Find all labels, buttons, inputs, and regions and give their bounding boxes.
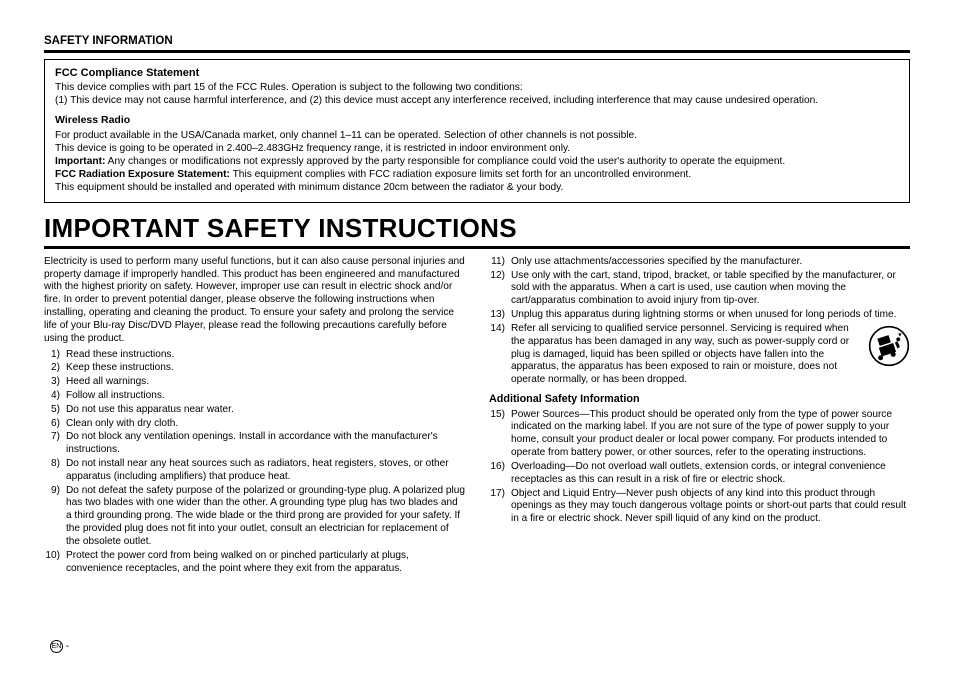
item-text: Follow all instructions.	[66, 390, 465, 403]
item-text: Only use attachments/accessories specifi…	[511, 256, 910, 269]
item-text: Use only with the cart, stand, tripod, b…	[511, 270, 910, 308]
item-text: Do not block any ventilation openings. I…	[66, 431, 465, 457]
list-item: 7)Do not block any ventilation openings.…	[44, 431, 465, 457]
footer-lang: EN -	[50, 640, 69, 653]
item-text: Object and Liquid Entry—Never push objec…	[511, 488, 910, 526]
list-item: 5)Do not use this apparatus near water.	[44, 404, 465, 417]
item-text: Power Sources—This product should be ope…	[511, 409, 910, 460]
wireless-l4: FCC Radiation Exposure Statement: This e…	[55, 168, 899, 181]
fcc-box: FCC Compliance Statement This device com…	[44, 59, 910, 203]
item-number: 8)	[44, 458, 66, 484]
item-number: 10)	[44, 550, 66, 576]
item-text: Do not install near any heat sources suc…	[66, 458, 465, 484]
wireless-l5: This equipment should be installed and o…	[55, 181, 899, 194]
list-item: 11)Only use attachments/accessories spec…	[489, 256, 910, 269]
cart-tipover-icon	[868, 325, 910, 367]
fcc-title: FCC Compliance Statement	[55, 66, 899, 80]
item-number: 3)	[44, 376, 66, 389]
item-number: 7)	[44, 431, 66, 457]
intro-text: Electricity is used to perform many usef…	[44, 256, 465, 346]
item-number: 9)	[44, 485, 66, 549]
lang-badge: EN	[50, 640, 63, 653]
column-left: Electricity is used to perform many usef…	[44, 256, 465, 577]
wireless-l2: This device is going to be operated in 2…	[55, 142, 899, 155]
item-text: Unplug this apparatus during lightning s…	[511, 309, 910, 322]
item-number: 5)	[44, 404, 66, 417]
column-right: 11)Only use attachments/accessories spec…	[489, 256, 910, 577]
fcc-p2: (1) This device may not cause harmful in…	[55, 94, 899, 107]
item-number: 4)	[44, 390, 66, 403]
item-text: Protect the power cord from being walked…	[66, 550, 465, 576]
list-item: 3)Heed all warnings.	[44, 376, 465, 389]
item-text: Keep these instructions.	[66, 362, 465, 375]
list-item: 16)Overloading—Do not overload wall outl…	[489, 461, 910, 487]
list-item: 12)Use only with the cart, stand, tripod…	[489, 270, 910, 308]
item-text: Do not defeat the safety purpose of the …	[66, 485, 465, 549]
item-text: Read these instructions.	[66, 349, 465, 362]
list-item: 15)Power Sources—This product should be …	[489, 409, 910, 460]
fcc-p1: This device complies with part 15 of the…	[55, 81, 899, 94]
item-number: 1)	[44, 349, 66, 362]
item-number: 11)	[489, 256, 511, 269]
item-text: Heed all warnings.	[66, 376, 465, 389]
item-number: 15)	[489, 409, 511, 460]
list-item: 13)Unplug this apparatus during lightnin…	[489, 309, 910, 322]
list-item: 9)Do not defeat the safety purpose of th…	[44, 485, 465, 549]
item-number: 6)	[44, 418, 66, 431]
additional-title: Additional Safety Information	[489, 393, 910, 407]
item-text: Refer all servicing to qualified service…	[511, 323, 910, 387]
item-text: Clean only with dry cloth.	[66, 418, 465, 431]
list-item: 6)Clean only with dry cloth.	[44, 418, 465, 431]
list-item: 4)Follow all instructions.	[44, 390, 465, 403]
safety-info-header: SAFETY INFORMATION	[44, 35, 910, 53]
item-number: 12)	[489, 270, 511, 308]
item-number: 13)	[489, 309, 511, 322]
item-number: 16)	[489, 461, 511, 487]
main-title: IMPORTANT SAFETY INSTRUCTIONS	[44, 213, 910, 249]
wireless-l3: Important: Any changes or modifications …	[55, 155, 899, 168]
list-item: 1)Read these instructions.	[44, 349, 465, 362]
list-item: 8)Do not install near any heat sources s…	[44, 458, 465, 484]
item-text: Do not use this apparatus near water.	[66, 404, 465, 417]
item-number: 14)	[489, 323, 511, 387]
wireless-title: Wireless Radio	[55, 114, 899, 127]
columns: Electricity is used to perform many usef…	[44, 256, 910, 577]
list-item: 10)Protect the power cord from being wal…	[44, 550, 465, 576]
list-item: 17)Object and Liquid Entry—Never push ob…	[489, 488, 910, 526]
item-text: Overloading—Do not overload wall outlets…	[511, 461, 910, 487]
list-item: 2)Keep these instructions.	[44, 362, 465, 375]
wireless-l1: For product available in the USA/Canada …	[55, 129, 899, 142]
list-item: 14)Refer all servicing to qualified serv…	[489, 323, 910, 387]
item-number: 2)	[44, 362, 66, 375]
item-number: 17)	[489, 488, 511, 526]
